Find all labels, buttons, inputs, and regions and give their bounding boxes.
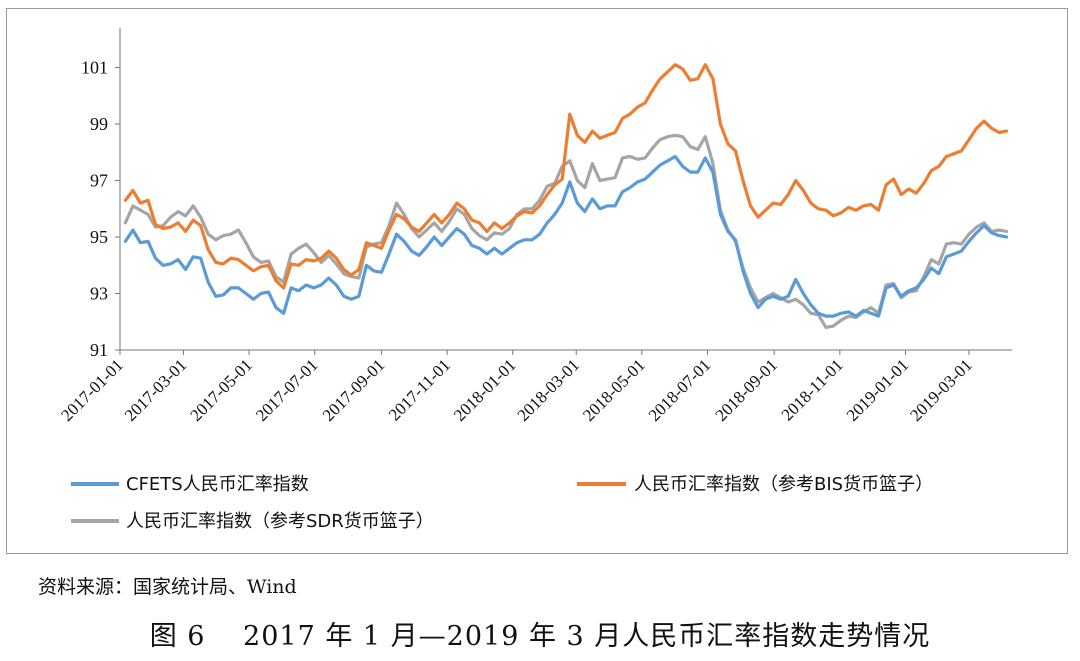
x-tick-label: 2017-11-01 [385, 355, 454, 424]
series-lines [123, 63, 1009, 329]
y-tick-label: 95 [90, 227, 108, 247]
y-ticks: 91 93 95 97 99 101 [81, 58, 120, 360]
x-tick-label: 2019-01-01 [843, 355, 913, 425]
source-note: 资料来源：国家统计局、Wind [38, 576, 297, 598]
y-tick-label: 93 [90, 284, 108, 304]
x-tick-label: 2018-05-01 [579, 355, 649, 425]
y-tick-label: 99 [90, 114, 108, 134]
x-tick-label: 2018-07-01 [645, 355, 715, 425]
line-bis [123, 63, 1009, 290]
y-tick-label: 97 [90, 171, 108, 191]
x-tick-label: 2017-05-01 [186, 355, 256, 425]
legend-label-cfets: CFETS人民币汇率指数 [126, 474, 309, 495]
x-tick-label: 2017-09-01 [319, 355, 389, 425]
line-cfets [123, 154, 1009, 318]
chart-frame [6, 8, 1068, 554]
legend-label-bis: 人民币汇率指数（参考BIS货币篮子） [634, 474, 933, 495]
x-tick-label: 2017-01-01 [57, 355, 127, 425]
x-tick-label: 2018-03-01 [514, 355, 584, 425]
x-tick-label: 2018-09-01 [712, 355, 782, 425]
figure-caption: 图 6 2017 年 1 月—2019 年 3 月人民币汇率指数走势情况 [149, 621, 931, 652]
x-tick-label: 2018-01-01 [450, 355, 520, 425]
x-ticks: 2017-01-012017-03-012017-05-012017-07-01… [57, 350, 976, 425]
line-sdr [123, 133, 1009, 329]
axes [119, 28, 1012, 351]
x-tick-label: 2017-03-01 [121, 355, 191, 425]
legend: CFETS人民币汇率指数 人民币汇率指数（参考BIS货币篮子） 人民币汇率指数（… [71, 474, 933, 532]
y-tick-label: 91 [90, 340, 108, 360]
legend-label-sdr: 人民币汇率指数（参考SDR货币篮子） [126, 511, 434, 532]
x-tick-label: 2017-07-01 [252, 355, 322, 425]
y-tick-label: 101 [81, 58, 108, 78]
x-tick-label: 2019-03-01 [906, 355, 976, 425]
x-tick-label: 2018-11-01 [778, 355, 847, 424]
